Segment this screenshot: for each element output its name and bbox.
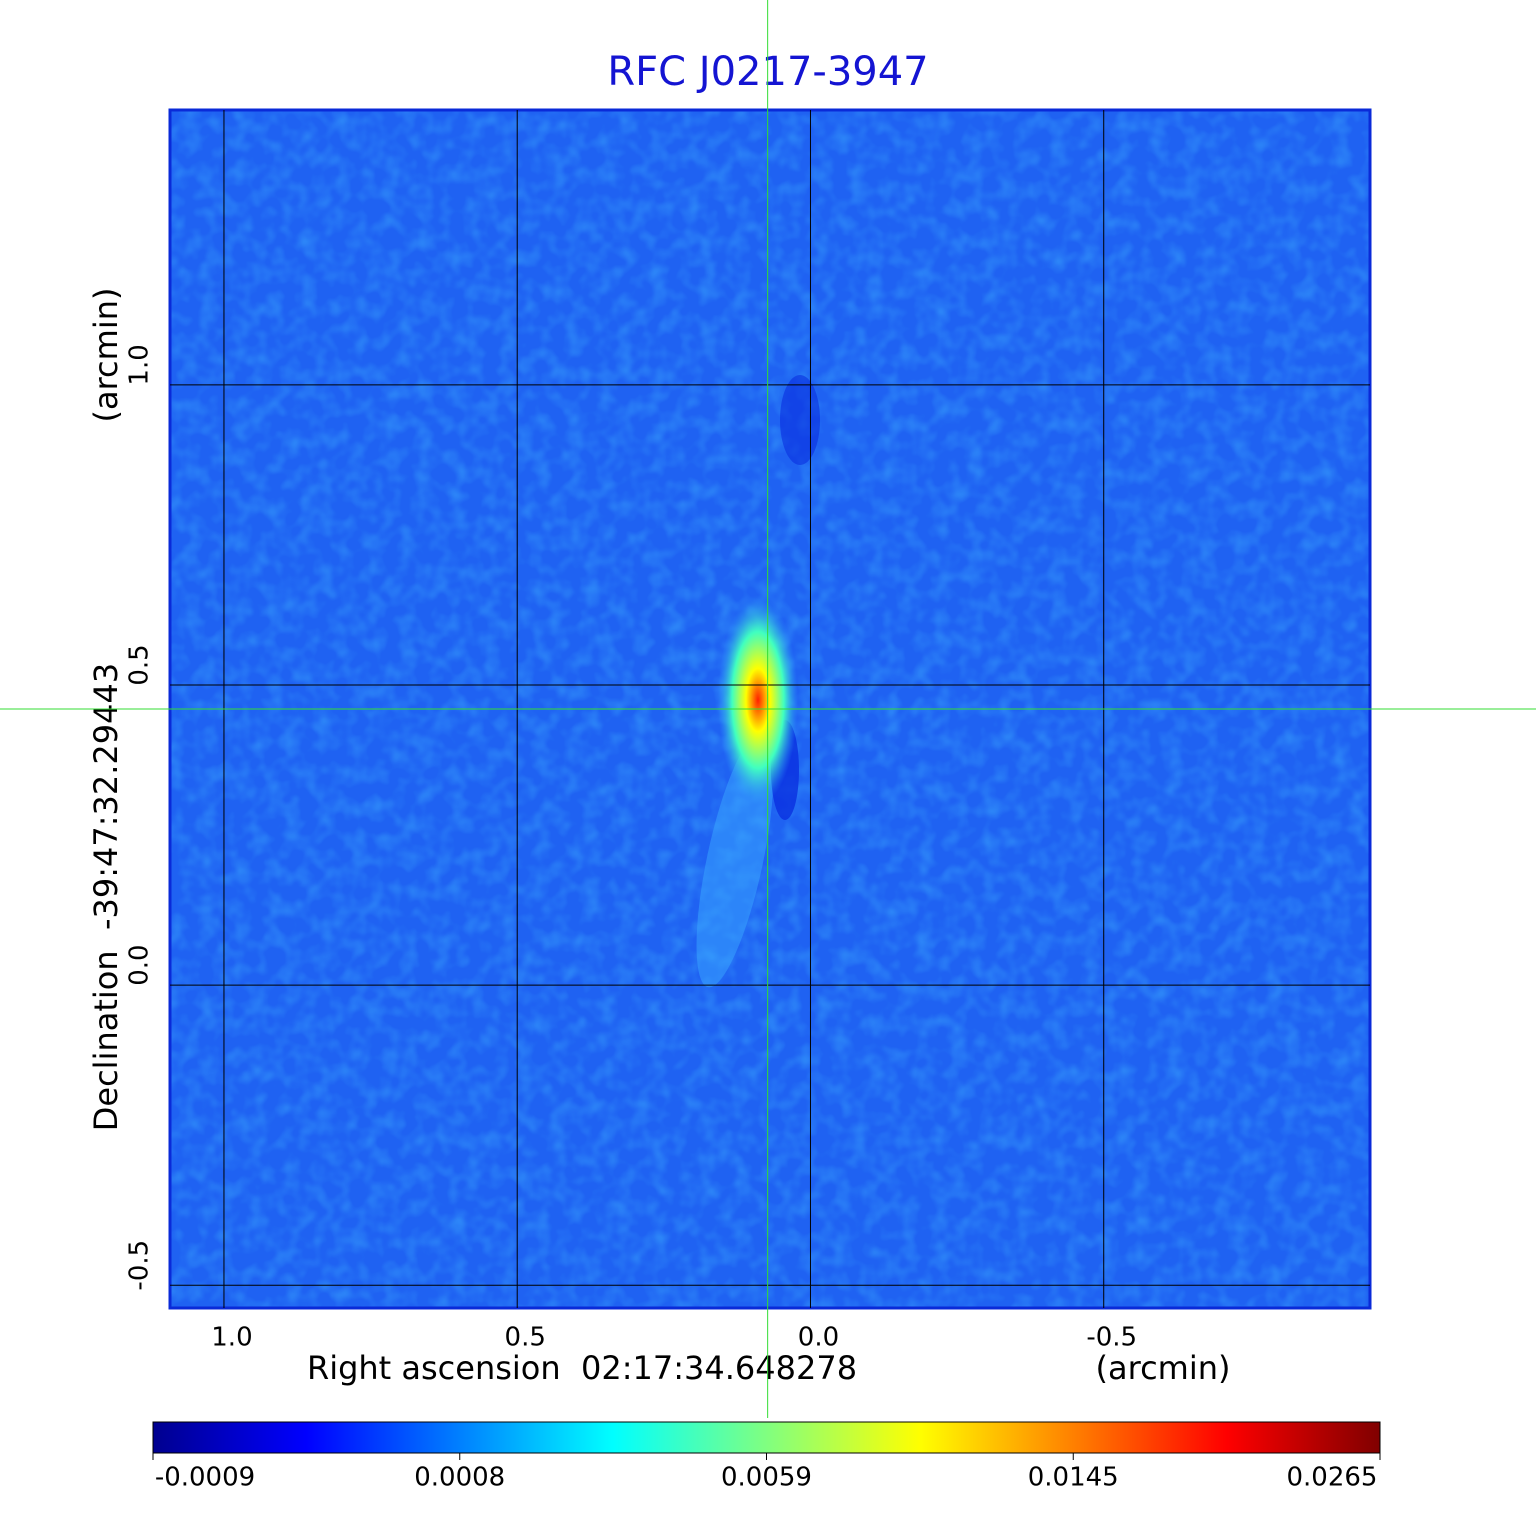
colorbar-tick-label: 0.0059 (721, 1463, 812, 1493)
x-tick-label: -0.5 (1086, 1323, 1137, 1353)
negative-lobe (780, 375, 820, 465)
x-tick-label: 0.0 (798, 1323, 839, 1353)
y-tick-label: 1.0 (125, 344, 155, 385)
y-axis-unit: (arcmin) (87, 288, 125, 423)
y-tick-label: -0.5 (125, 1240, 155, 1291)
colorbar-tick-label: 0.0008 (414, 1463, 505, 1493)
x-axis-label: Right ascension 02:17:34.648278 (307, 1349, 857, 1387)
y-tick-label: 0.0 (125, 944, 155, 985)
x-tick-label: 0.5 (505, 1323, 546, 1353)
source (718, 595, 798, 805)
colorbar (152, 1421, 1381, 1454)
colorbar-tick-label: 0.0145 (1028, 1463, 1119, 1493)
y-axis-label: Declination -39:47:32.29443 (87, 663, 125, 1131)
colorbar-tick-label: -0.0009 (155, 1463, 255, 1493)
y-tick-label: 0.5 (125, 644, 155, 685)
x-tick-label: 1.0 (211, 1323, 252, 1353)
x-axis-unit: (arcmin) (1096, 1349, 1231, 1387)
colorbar-tick-label: 0.0265 (1287, 1463, 1378, 1493)
